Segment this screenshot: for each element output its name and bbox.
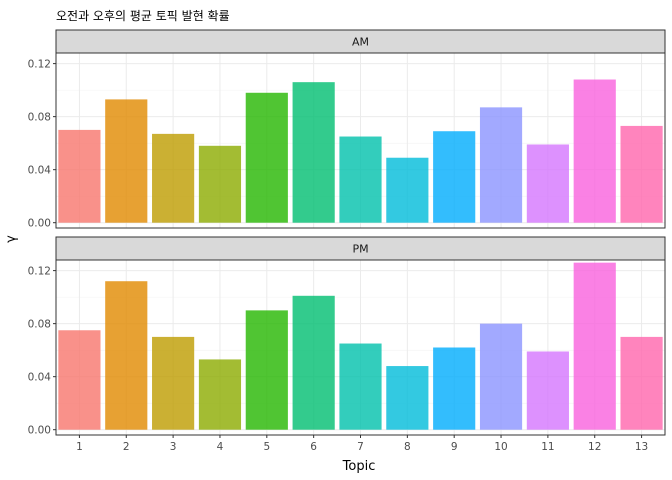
bar-pm-topic-13 xyxy=(620,336,663,430)
x-tick-label: 1 xyxy=(76,441,83,453)
y-axis-title: γ xyxy=(4,235,19,243)
bar-am-topic-10 xyxy=(479,107,523,223)
bar-pm-topic-12 xyxy=(573,262,616,430)
bar-pm-topic-9 xyxy=(433,347,476,430)
facet-panel-pm: PM 0.00 0.04 0.08 0.12 xyxy=(28,236,666,437)
y-tick-label: 0.08 xyxy=(28,319,51,331)
bar-am-topic-12 xyxy=(573,79,616,223)
bar-pm-topic-8 xyxy=(386,366,429,430)
bar-pm-topic-11 xyxy=(526,351,569,430)
bar-pm-topic-1 xyxy=(58,330,101,430)
bar-am-topic-13 xyxy=(620,125,663,223)
y-tick-label: 0.00 xyxy=(28,425,51,437)
x-tick-label: 10 xyxy=(494,441,507,453)
x-tick-label: 2 xyxy=(123,441,130,453)
bar-pm-topic-2 xyxy=(105,281,148,430)
bar-am-topic-7 xyxy=(339,136,382,223)
bar-am-topic-11 xyxy=(526,144,569,223)
x-tick-label: 4 xyxy=(217,441,224,453)
y-tick-label: 0.12 xyxy=(28,266,51,278)
bar-pm-topic-7 xyxy=(339,343,382,430)
x-tick-label: 12 xyxy=(588,441,601,453)
x-tick-label: 13 xyxy=(635,441,648,453)
bar-pm-topic-10 xyxy=(479,323,523,430)
facet-panel-am: AM 0.00 0.04 0.08 0.12 xyxy=(28,29,666,230)
y-tick-label: 0.12 xyxy=(28,59,51,71)
bar-am-topic-4 xyxy=(198,145,242,223)
facet-strip-label: PM xyxy=(352,243,368,256)
y-tick-label: 0.04 xyxy=(28,165,52,177)
bar-pm-topic-4 xyxy=(198,359,242,430)
bar-pm-topic-5 xyxy=(245,310,288,430)
bar-am-topic-5 xyxy=(245,92,288,223)
x-tick-label: 6 xyxy=(310,441,317,453)
bar-pm-topic-6 xyxy=(292,295,335,430)
bar-am-topic-8 xyxy=(386,157,429,223)
x-tick-label: 5 xyxy=(263,441,270,453)
bar-am-topic-1 xyxy=(58,129,101,223)
x-tick-label: 3 xyxy=(170,441,177,453)
panel-border xyxy=(55,52,666,229)
x-tick-label: 7 xyxy=(357,441,364,453)
x-tick-label: 9 xyxy=(451,441,458,453)
x-tick-label: 8 xyxy=(404,441,411,453)
facet-strip-label: AM xyxy=(352,36,369,49)
x-tick-label: 11 xyxy=(541,441,554,453)
bar-am-topic-2 xyxy=(105,99,148,223)
chart-title: 오전과 오후의 평균 토픽 발현 확률 xyxy=(56,9,230,23)
y-tick-label: 0.04 xyxy=(28,372,52,384)
bar-pm-topic-3 xyxy=(152,336,195,430)
y-tick-label: 0.00 xyxy=(28,218,51,230)
bar-am-topic-9 xyxy=(433,131,476,223)
bar-am-topic-6 xyxy=(292,82,335,223)
bar-am-topic-3 xyxy=(152,133,195,223)
x-axis: 1 2 3 4 5 6 7 8 9 10 11 12 13 xyxy=(76,435,648,453)
y-tick-label: 0.08 xyxy=(28,112,51,124)
x-axis-title: Topic xyxy=(342,459,376,474)
